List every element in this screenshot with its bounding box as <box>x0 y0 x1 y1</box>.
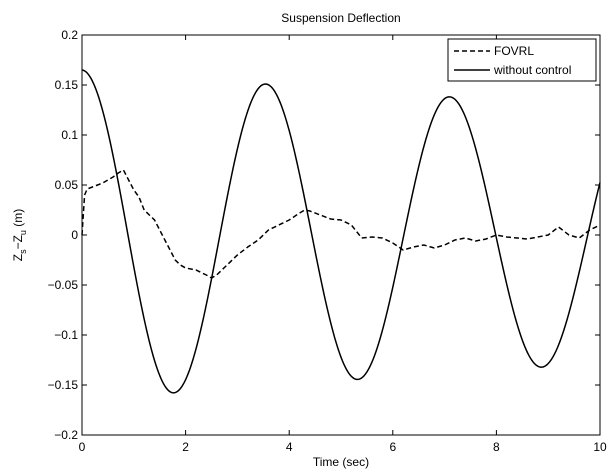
legend-label-fovrl: FOVRL <box>494 44 534 58</box>
x-axis-label: Time (sec) <box>313 455 369 469</box>
legend-box <box>447 38 597 82</box>
y-tick-label: 0.2 <box>61 28 78 42</box>
y-axis-label-unit: (m) <box>11 209 25 230</box>
plot-area <box>81 34 601 436</box>
y-axis-label-z-s: Z <box>11 254 25 261</box>
y-tick-label: −0.2 <box>54 428 78 442</box>
x-tick-label: 6 <box>389 440 396 454</box>
y-tick-label: 0.05 <box>55 178 79 192</box>
legend: FOVRL without control <box>447 38 597 82</box>
x-tick-label: 10 <box>593 440 607 454</box>
y-axis-label-dash: − <box>11 242 25 249</box>
x-tick-label: 4 <box>286 440 293 454</box>
series-line-without-control <box>81 69 601 394</box>
chart-title: Suspension Deflection <box>281 11 400 25</box>
series-layer <box>81 69 601 394</box>
x-tick-label: 0 <box>79 440 86 454</box>
y-tick-label: 0.15 <box>55 78 79 92</box>
y-tick-label: 0 <box>71 228 78 242</box>
y-tick-label: −0.1 <box>54 328 78 342</box>
y-tick-label: −0.15 <box>48 378 79 392</box>
plot-frame <box>81 34 601 436</box>
y-axis-label: Zs−Zu (m) <box>11 209 28 262</box>
x-tick-label: 8 <box>493 440 500 454</box>
ticks-layer <box>81 34 601 436</box>
y-tick-label: 0.1 <box>61 128 78 142</box>
y-tick-label: −0.05 <box>48 278 79 292</box>
y-axis-label-sub-u: u <box>18 230 28 235</box>
x-tick-label: 2 <box>182 440 189 454</box>
y-tick-labels: −0.2 −0.15 −0.1 −0.05 0 0.05 0.1 0.15 0.2 <box>48 28 79 442</box>
y-axis-label-z-u: Z <box>11 235 25 242</box>
legend-label-without-control: without control <box>493 63 571 77</box>
x-tick-labels: 0 2 4 6 8 10 <box>79 440 607 454</box>
y-axis-label-sub-s: s <box>18 249 28 254</box>
series-line-fovrl <box>81 168 601 279</box>
